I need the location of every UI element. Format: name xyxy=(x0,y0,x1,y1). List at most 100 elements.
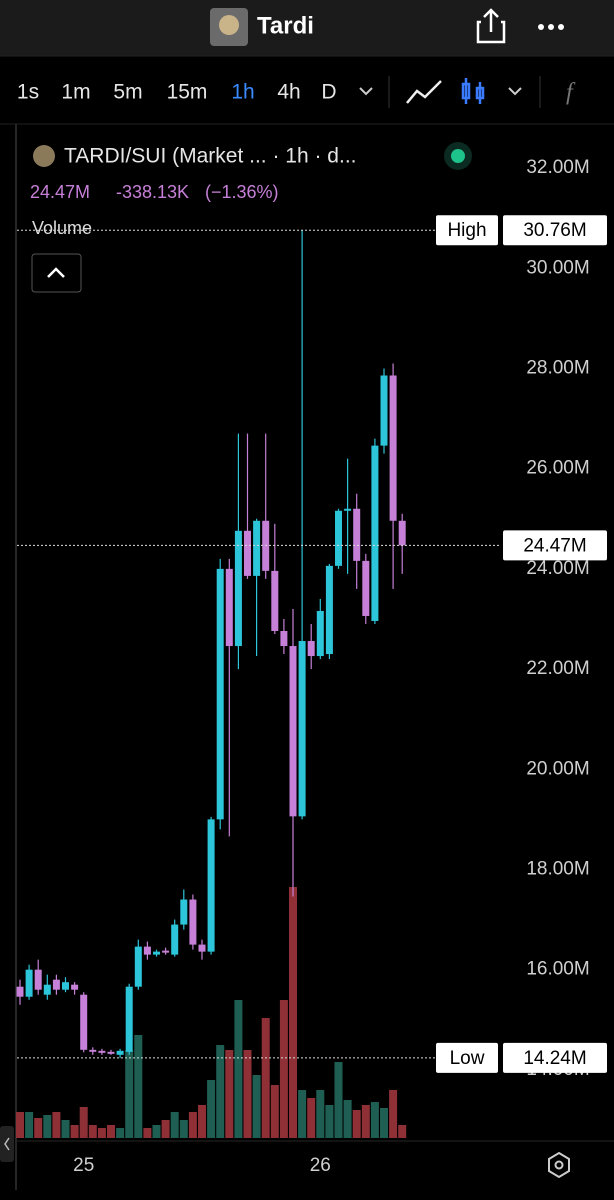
line-tool[interactable] xyxy=(406,80,442,104)
volume-bar xyxy=(107,1125,115,1138)
indicators-button[interactable]: f xyxy=(566,80,576,106)
x-tick-label: 25 xyxy=(73,1155,94,1176)
volume-bar xyxy=(307,1098,316,1138)
share-button[interactable] xyxy=(476,8,506,44)
volume-bar xyxy=(298,1090,307,1138)
volume-bar xyxy=(161,1120,170,1138)
volume-bar xyxy=(170,1112,179,1138)
volume-bar xyxy=(52,1112,61,1138)
interval-button[interactable]: 4h xyxy=(277,81,300,104)
interval-button[interactable]: 1h xyxy=(231,81,254,104)
candle-body xyxy=(80,994,88,1050)
candle-body xyxy=(180,899,188,925)
marker-name: Low xyxy=(450,1048,485,1069)
price-change: -338.13K xyxy=(116,182,189,202)
candle-body xyxy=(380,375,388,446)
collapse-icon xyxy=(47,267,65,278)
last-price-box xyxy=(503,530,607,561)
candle-body xyxy=(289,646,297,817)
interval-button[interactable]: D xyxy=(321,81,336,104)
avatar-face xyxy=(219,15,239,35)
interval-bar: 1s 1m 5m 15m 1h 4h D xyxy=(17,81,337,104)
volume-bar xyxy=(88,1125,97,1138)
candle-body xyxy=(316,610,324,657)
candle-body xyxy=(335,510,342,566)
volume-bar xyxy=(261,1018,270,1138)
marker-value-box xyxy=(503,1042,607,1073)
settings-icon xyxy=(554,1160,564,1170)
candle-body xyxy=(89,1049,97,1052)
y-tick-label: 22.00M xyxy=(526,658,589,679)
candle-body xyxy=(307,641,315,657)
interval-button[interactable]: 15m xyxy=(167,81,208,104)
volume-bar xyxy=(225,1050,234,1138)
candle-body xyxy=(153,951,160,955)
volume-label: Volume xyxy=(32,218,92,238)
volume-bar xyxy=(116,1128,125,1138)
x-tick-label: 26 xyxy=(310,1155,331,1176)
y-tick-label: 24.00M xyxy=(526,558,589,579)
side-tab[interactable] xyxy=(0,1126,14,1162)
volume-bar xyxy=(216,1045,225,1138)
header-title: Tardi xyxy=(257,12,314,39)
collapse-button[interactable] xyxy=(31,253,82,293)
volume-bar xyxy=(279,1000,288,1138)
candle-body xyxy=(353,508,361,561)
candle-body xyxy=(189,899,197,945)
candle-body xyxy=(271,570,279,631)
candle-body xyxy=(280,630,288,647)
candle-type[interactable] xyxy=(461,78,485,104)
candle-body xyxy=(162,950,170,953)
y-tick-label: 26.00M xyxy=(526,458,589,479)
candle-body xyxy=(298,641,306,817)
volume-bar xyxy=(61,1120,70,1138)
candle-body xyxy=(325,565,333,655)
candle-body xyxy=(344,508,352,511)
candle-body xyxy=(43,984,51,995)
volume-bar xyxy=(325,1105,334,1138)
volume-bar xyxy=(361,1105,370,1138)
volume-bar xyxy=(207,1080,216,1138)
volume-bar xyxy=(398,1125,407,1138)
volume-bar xyxy=(234,1000,243,1138)
volume-bar xyxy=(70,1125,79,1138)
candle-body xyxy=(234,530,242,647)
plot: 32.00M 30.00M 28.00M 26.00M 24.00M 22.00M 20.0… xyxy=(16,157,607,1176)
y-tick-label: 30.00M xyxy=(526,257,589,278)
chart-type-dropdown[interactable] xyxy=(508,87,522,96)
y-tick-label: 16.00M xyxy=(526,959,589,980)
volume-bar xyxy=(34,1118,43,1138)
more-button[interactable] xyxy=(538,24,564,30)
candle-body xyxy=(171,924,179,955)
volume-bar xyxy=(243,1050,252,1138)
candle-body xyxy=(25,969,33,997)
side-tab-icon xyxy=(4,1137,10,1151)
interval-button[interactable]: 1m xyxy=(61,81,90,104)
symbol-icon xyxy=(33,145,55,167)
volume-bar xyxy=(352,1110,361,1138)
volume-bar xyxy=(43,1115,52,1138)
candle-body xyxy=(52,979,60,990)
y-tick-label: 32.00M xyxy=(526,157,589,178)
marker-value: 30.76M xyxy=(523,220,586,241)
candle-body xyxy=(389,375,397,521)
candle-body xyxy=(134,946,142,987)
candle-body xyxy=(225,568,233,647)
candle-body xyxy=(207,819,215,952)
interval-button[interactable]: 5m xyxy=(113,81,142,104)
volume-bar xyxy=(289,887,297,1138)
y-tick-label: 28.00M xyxy=(526,357,589,378)
candle-body xyxy=(362,560,370,616)
candle-body xyxy=(253,520,261,576)
interval-dropdown[interactable] xyxy=(359,87,373,96)
marker-value-box xyxy=(503,215,607,246)
price-change-pct: (−1.36%) xyxy=(205,182,279,202)
candle-body xyxy=(143,946,151,955)
candle-body xyxy=(98,1050,106,1053)
volume-bar xyxy=(343,1100,352,1138)
interval-button[interactable]: 1s xyxy=(17,81,39,104)
settings-button[interactable] xyxy=(548,1151,570,1179)
volume-bar xyxy=(125,1050,134,1138)
candle-body xyxy=(62,982,69,990)
